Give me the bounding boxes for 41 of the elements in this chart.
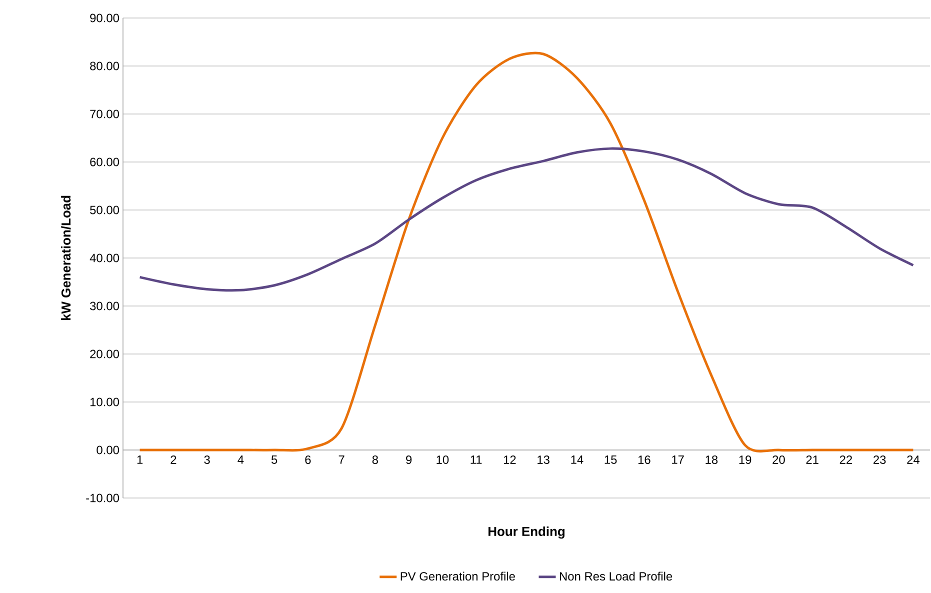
x-tick-label: 10 — [436, 456, 449, 464]
y-tick-label: 50.00 — [90, 206, 120, 214]
x-tick-label: 4 — [238, 456, 244, 464]
x-tick-label: 8 — [372, 456, 378, 464]
x-tick-label: 7 — [338, 456, 344, 464]
y-tick-label: 40.00 — [90, 254, 120, 262]
y-axis-title: kW Generation/Load — [61, 196, 71, 320]
y-tick-label: 20.00 — [90, 350, 120, 358]
y-tick-label: 0.00 — [96, 446, 120, 454]
x-tick-label: 15 — [604, 456, 617, 464]
legend-label: PV Generation Profile — [400, 572, 515, 581]
x-axis-title: Hour Ending — [488, 526, 564, 539]
y-tick-label: 60.00 — [90, 158, 120, 166]
x-tick-label: 21 — [806, 456, 818, 464]
y-tick-label: 10.00 — [90, 398, 120, 406]
x-tick-label: 5 — [271, 456, 278, 464]
y-tick-label: 70.00 — [90, 110, 120, 118]
legend-label: Non Res Load Profile — [560, 572, 672, 581]
y-tick-label: -10.00 — [86, 494, 120, 502]
x-tick-label: 16 — [638, 456, 650, 464]
x-tick-label: 6 — [305, 456, 311, 464]
y-tick-label: 30.00 — [90, 302, 120, 310]
x-tick-label: 23 — [874, 456, 886, 464]
x-tick-label: 17 — [672, 456, 684, 464]
x-tick-label: 2 — [170, 456, 176, 464]
x-tick-label: 13 — [538, 456, 550, 464]
x-tick-label: 18 — [706, 456, 718, 464]
x-tick-label: 24 — [907, 456, 920, 464]
x-tick-label: 11 — [470, 456, 482, 464]
y-tick-label: 90.00 — [90, 14, 120, 22]
x-tick-label: 1 — [137, 456, 143, 464]
x-tick-label: 20 — [772, 456, 785, 464]
line-series — [138, 147, 914, 292]
line-series — [138, 52, 914, 452]
x-tick-label: 14 — [571, 456, 584, 464]
y-tick-label: 80.00 — [90, 62, 120, 70]
x-tick-label: 22 — [840, 456, 852, 464]
x-tick-label: 12 — [504, 456, 516, 464]
x-tick-label: 3 — [204, 456, 210, 464]
x-tick-label: 9 — [406, 456, 412, 464]
x-tick-label: 19 — [739, 456, 752, 464]
